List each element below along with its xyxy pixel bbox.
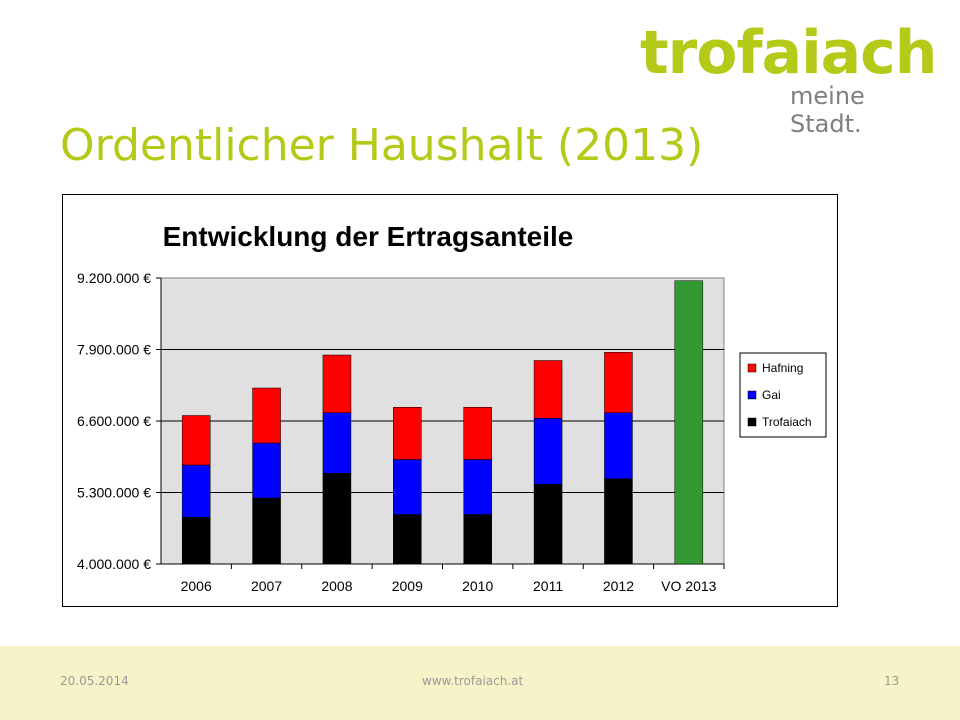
bar-hafning-2006 [181,415,211,466]
bar-hafning-2010 [463,407,492,460]
bar-trofaiach-2007 [252,497,281,565]
y-tick-label: 9.200.000 € [77,270,151,286]
bar-gai-2006 [181,464,211,518]
bar-gai-2009 [393,459,422,515]
x-tick-label: 2012 [603,578,634,594]
legend-label-hafning: Hafning [762,361,803,375]
bar-trofaiach-2011 [533,484,563,565]
legend-swatch-gai [747,390,757,400]
x-tick-label: VO 2013 [661,578,716,594]
slide-title: Ordentlicher Haushalt (2013) [60,120,704,171]
y-tick-label: 7.900.000 € [77,342,151,358]
legend-swatch-hafning [747,363,757,373]
logo-wordmark: trofaiach [640,18,937,88]
x-tick-label: 2011 [533,578,563,594]
bar-trofaiach-2006 [181,517,211,565]
bar-trofaiach-2012 [604,478,633,565]
legend-label-trofaiach: Trofaiach [762,415,812,429]
y-tick-label: 4.000.000 € [77,556,151,572]
x-tick-label: 2010 [462,578,493,594]
x-tick-label: 2009 [392,578,423,594]
bar-gai-2008 [322,412,352,474]
legend-label-gai: Gai [762,388,781,402]
bar-trofaiach-2010 [463,514,492,565]
bar-gai-2010 [463,459,492,515]
bar-hafning-2008 [322,354,352,413]
footer: 20.05.2014 www.trofaiach.at 13 [0,646,960,720]
bar-gai-2007 [252,442,281,499]
bar-hafning-2009 [393,407,422,460]
footer-page-number: 13 [884,674,900,688]
bar-trofaiach-2008 [322,473,352,565]
bar-hafning-2011 [533,360,563,419]
chart-frame: Entwicklung der Ertragsanteile 4.000.000 … [62,194,838,607]
bar-trofaiach-2009 [393,514,422,565]
bar-gai-2012 [604,412,633,479]
bar-hafning-2007 [252,387,281,444]
chart-title: Entwicklung der Ertragsanteile [163,221,574,252]
footer-url: www.trofaiach.at [422,674,524,688]
ertragsanteile-chart: Entwicklung der Ertragsanteile 4.000.000 … [62,194,838,607]
bar-total-vo-2013 [674,280,704,565]
legend-swatch-trofaiach [747,417,757,427]
logo-tagline: meine Stadt. [790,82,865,138]
x-tick-label: 2008 [321,578,352,594]
footer-date: 20.05.2014 [60,674,129,688]
trofaiach-logo: trofaiach meine Stadt. [640,18,940,138]
x-tick-label: 2006 [181,578,212,594]
y-tick-label: 6.600.000 € [77,413,151,429]
y-tick-label: 5.300.000 € [77,485,151,501]
bar-hafning-2012 [604,352,633,413]
x-tick-label: 2007 [251,578,282,594]
bar-gai-2011 [533,418,563,485]
